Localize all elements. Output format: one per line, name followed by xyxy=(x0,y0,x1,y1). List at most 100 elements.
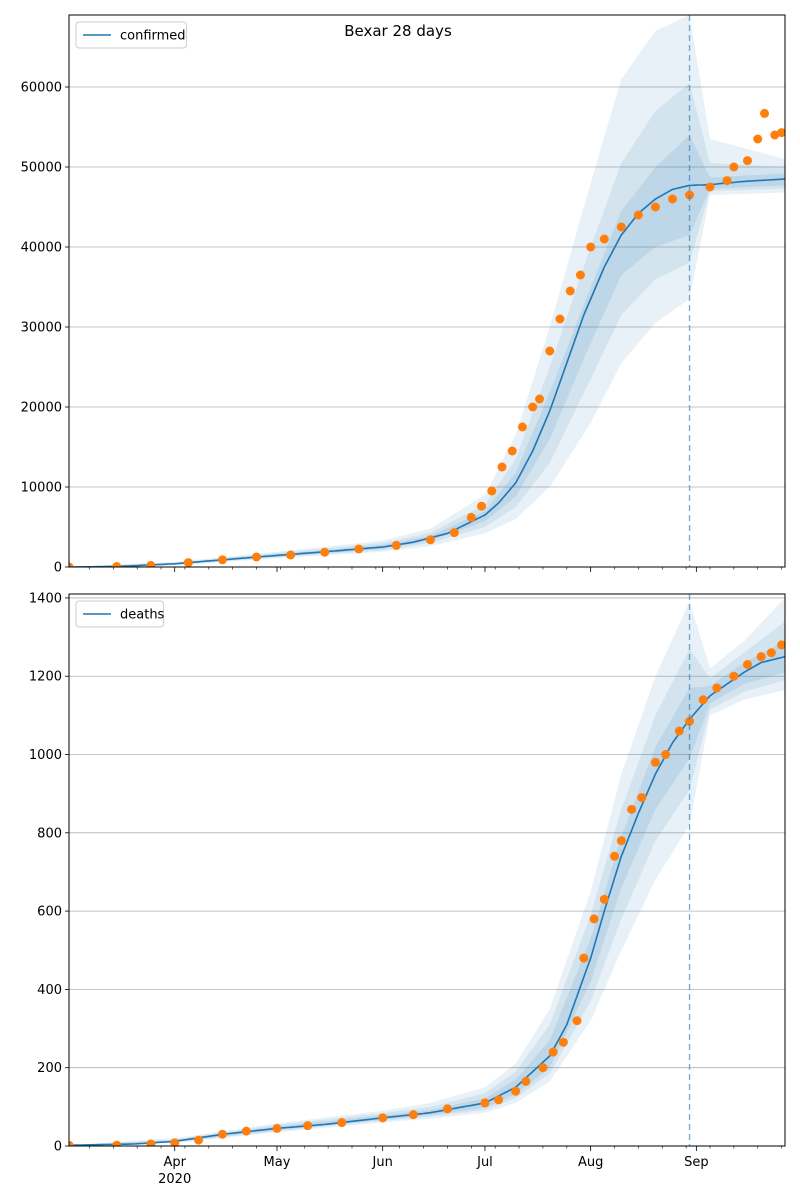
observed-point xyxy=(610,851,620,861)
plot-layer xyxy=(69,15,785,567)
observed-point xyxy=(194,1135,204,1145)
observed-point xyxy=(183,558,193,567)
observed-point xyxy=(712,683,722,693)
deaths-panel: 0 200 400 600 800 1000 1200 1400 Apr May Jun Jul Aug… xyxy=(29,591,786,1187)
y-tick-label: 60000 xyxy=(21,81,62,96)
observed-point xyxy=(637,793,647,803)
observed-point xyxy=(633,210,643,220)
observed-point xyxy=(170,1138,180,1146)
observed-point xyxy=(742,659,752,669)
band-outer xyxy=(69,15,785,567)
observed-point xyxy=(497,462,507,472)
observed-point xyxy=(272,1123,282,1133)
observed-point xyxy=(599,894,609,904)
observed-point xyxy=(616,222,626,232)
band-outer xyxy=(69,597,785,1146)
x-tick-label: May xyxy=(264,1155,291,1170)
y-tick-label: 50000 xyxy=(21,161,62,176)
observed-point xyxy=(112,1140,122,1146)
observed-point xyxy=(572,1016,582,1026)
observed-point xyxy=(722,176,732,186)
observed-point xyxy=(112,562,122,567)
observed-point xyxy=(337,1118,347,1128)
observed-point xyxy=(777,640,785,650)
observed-point xyxy=(548,1047,558,1057)
observed-point xyxy=(729,162,739,172)
y-tick-label: 0 xyxy=(54,561,62,576)
observed-point xyxy=(241,1126,251,1136)
observed-point xyxy=(528,402,538,412)
legend: deaths xyxy=(75,600,165,628)
axes-frame xyxy=(68,593,786,1147)
observed-point xyxy=(742,156,752,166)
x-tick-label: Apr xyxy=(163,1155,186,1170)
observed-point xyxy=(425,535,435,545)
x-year-label: 2020 xyxy=(158,1172,191,1187)
y-tick-label: 600 xyxy=(37,905,62,920)
observed-point xyxy=(378,1113,388,1123)
x-tick-label: Jun xyxy=(372,1155,393,1170)
observed-point xyxy=(650,757,660,767)
observed-point xyxy=(477,501,487,511)
y-tick-label: 20000 xyxy=(21,401,62,416)
observed-point xyxy=(354,544,364,554)
observed-point xyxy=(507,446,517,456)
y-tick-label: 1400 xyxy=(29,591,62,606)
observed-point xyxy=(685,716,695,726)
observed-point xyxy=(667,194,677,204)
observed-point xyxy=(753,134,763,144)
figure-title: Bexar 28 days xyxy=(344,22,452,40)
observed-point xyxy=(729,671,739,681)
observed-point xyxy=(408,1110,418,1120)
y-tick-label: 0 xyxy=(54,1140,62,1155)
observed-point xyxy=(442,1104,452,1114)
observed-point xyxy=(698,695,708,705)
observed-point xyxy=(538,1063,548,1073)
observed-point xyxy=(391,540,401,550)
observed-point xyxy=(579,953,589,963)
y-tick-label: 800 xyxy=(37,826,62,841)
y-tick-label: 10000 xyxy=(21,481,62,496)
observed-point xyxy=(545,346,555,356)
observed-point xyxy=(627,804,637,814)
observed-point xyxy=(146,1139,156,1146)
observed-point xyxy=(286,550,296,560)
legend: confirmed xyxy=(75,21,187,49)
observed-point xyxy=(217,1129,227,1139)
legend-box xyxy=(75,21,187,49)
observed-point xyxy=(616,836,626,846)
observed-point xyxy=(555,314,565,324)
band-inner xyxy=(69,641,785,1146)
observed-point xyxy=(487,486,497,496)
observed-point xyxy=(705,182,715,192)
observed-point xyxy=(480,1098,490,1108)
observed-point xyxy=(661,750,671,760)
legend-box xyxy=(75,600,165,628)
y-tick-label: 40000 xyxy=(21,241,62,256)
legend-label: deaths xyxy=(120,608,165,623)
observed-point xyxy=(146,560,156,567)
y-tick-label: 200 xyxy=(37,1061,62,1076)
observed-point xyxy=(674,726,684,736)
observed-point xyxy=(511,1086,521,1096)
observed-point xyxy=(760,108,770,118)
observed-point xyxy=(770,130,780,140)
x-tick-label: Aug xyxy=(578,1155,603,1170)
observed-point xyxy=(521,1076,531,1086)
legend-label: confirmed xyxy=(120,29,186,44)
confirmed-panel: 0 10000 20000 30000 40000 50000 60000 confirmed xyxy=(21,14,786,576)
observed-point xyxy=(599,234,609,244)
x-tick-label: Sep xyxy=(684,1155,709,1170)
band-inner xyxy=(69,135,785,567)
observed-point xyxy=(589,914,599,924)
axes-frame xyxy=(68,14,786,568)
observed-point xyxy=(69,1140,74,1146)
observed-point xyxy=(535,394,545,404)
observed-point xyxy=(517,422,527,432)
observed-point xyxy=(565,286,575,296)
observed-point xyxy=(586,242,596,252)
observed-point xyxy=(303,1121,313,1131)
observed-point xyxy=(777,128,785,138)
observed-point xyxy=(756,652,766,662)
